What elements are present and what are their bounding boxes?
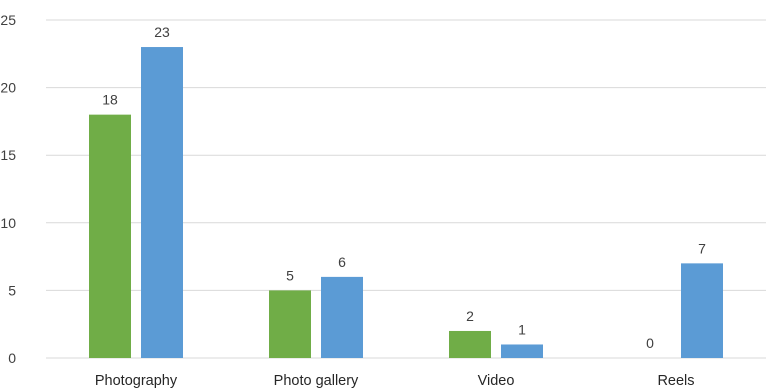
x-tick-label: Video [478,373,515,388]
y-axis: 0 5 10 15 20 25 [0,12,16,366]
data-label: 2 [466,308,474,324]
data-label: 7 [698,240,706,256]
y-tick-label: 0 [8,350,16,366]
data-label: 18 [102,92,118,108]
bars [89,47,723,358]
data-label: 5 [286,267,294,283]
bar [321,276,363,358]
y-tick-label: 25 [0,12,16,28]
bar [681,263,723,358]
x-tick-label: Photography [95,373,178,388]
bar [449,330,491,358]
y-tick-label: 5 [8,282,16,298]
data-label: 1 [518,321,526,337]
bar [89,114,131,358]
data-label: 0 [646,335,654,351]
x-tick-label: Photo gallery [274,373,359,388]
data-labels: 18 23 5 6 2 1 0 7 [102,24,706,351]
x-tick-label: Reels [657,373,694,388]
bar [141,47,183,358]
data-label: 23 [154,24,170,40]
bar [269,290,311,358]
y-tick-label: 20 [0,80,16,96]
y-tick-label: 15 [0,147,16,163]
y-tick-label: 10 [0,215,16,231]
x-axis: Photography Photo gallery Video Reels [95,373,695,388]
data-label: 6 [338,254,346,270]
bar [501,344,543,358]
